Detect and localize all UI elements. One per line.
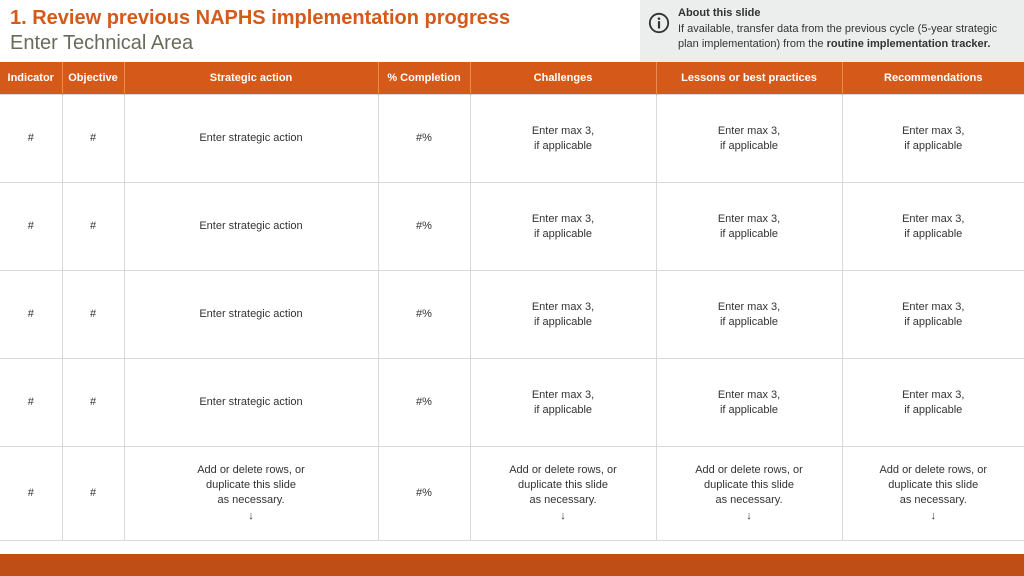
header-row: 1. Review previous NAPHS implementation … xyxy=(0,0,1024,62)
table-row: ##Add or delete rows, orduplicate this s… xyxy=(0,447,1024,541)
cell-completion[interactable]: #% xyxy=(378,183,470,271)
header-row-tr: IndicatorObjectiveStrategic action% Comp… xyxy=(0,62,1024,95)
cell-action[interactable]: Enter strategic action xyxy=(124,183,378,271)
cell-lessons[interactable]: Enter max 3,if applicable xyxy=(656,183,842,271)
info-body: If available, transfer data from the pre… xyxy=(678,23,997,50)
cell-indicator[interactable]: # xyxy=(0,359,62,447)
cell-completion[interactable]: #% xyxy=(378,95,470,183)
down-arrow-icon: ↓ xyxy=(847,509,1021,524)
cell-objective[interactable]: # xyxy=(62,183,124,271)
table-head: IndicatorObjectiveStrategic action% Comp… xyxy=(0,62,1024,95)
column-header: Indicator xyxy=(0,62,62,95)
column-header: Challenges xyxy=(470,62,656,95)
down-arrow-icon: ↓ xyxy=(475,509,652,524)
table-row: ##Enter strategic action#%Enter max 3,if… xyxy=(0,183,1024,271)
down-arrow-icon: ↓ xyxy=(661,509,838,524)
cell-recs[interactable]: Enter max 3,if applicable xyxy=(842,359,1024,447)
cell-challenges[interactable]: Enter max 3,if applicable xyxy=(470,359,656,447)
cell-challenges[interactable]: Add or delete rows, orduplicate this sli… xyxy=(470,447,656,541)
cell-completion[interactable]: #% xyxy=(378,271,470,359)
cell-action[interactable]: Enter strategic action xyxy=(124,271,378,359)
cell-objective[interactable]: # xyxy=(62,271,124,359)
cell-action[interactable]: Enter strategic action xyxy=(124,359,378,447)
column-header: Lessons or best practices xyxy=(656,62,842,95)
cell-recs[interactable]: Add or delete rows, orduplicate this sli… xyxy=(842,447,1024,541)
cell-indicator[interactable]: # xyxy=(0,95,62,183)
cell-challenges[interactable]: Enter max 3,if applicable xyxy=(470,95,656,183)
info-box: About this slide If available, transfer … xyxy=(640,0,1024,62)
cell-recs[interactable]: Enter max 3,if applicable xyxy=(842,95,1024,183)
down-arrow-icon: ↓ xyxy=(129,509,374,524)
cell-completion[interactable]: #% xyxy=(378,447,470,541)
column-header: % Completion xyxy=(378,62,470,95)
page-title: 1. Review previous NAPHS implementation … xyxy=(10,6,630,31)
cell-lessons[interactable]: Enter max 3,if applicable xyxy=(656,271,842,359)
info-body-bold: routine implementation tracker. xyxy=(827,38,991,50)
column-header: Objective xyxy=(62,62,124,95)
cell-objective[interactable]: # xyxy=(62,359,124,447)
cell-indicator[interactable]: # xyxy=(0,183,62,271)
progress-table: IndicatorObjectiveStrategic action% Comp… xyxy=(0,62,1024,541)
title-block: 1. Review previous NAPHS implementation … xyxy=(0,0,640,62)
table-row: ##Enter strategic action#%Enter max 3,if… xyxy=(0,95,1024,183)
info-icon xyxy=(648,12,670,34)
cell-lessons[interactable]: Enter max 3,if applicable xyxy=(656,359,842,447)
cell-completion[interactable]: #% xyxy=(378,359,470,447)
table-row: ##Enter strategic action#%Enter max 3,if… xyxy=(0,271,1024,359)
column-header: Recommendations xyxy=(842,62,1024,95)
cell-indicator[interactable]: # xyxy=(0,447,62,541)
page-subtitle[interactable]: Enter Technical Area xyxy=(10,31,630,56)
cell-indicator[interactable]: # xyxy=(0,271,62,359)
cell-lessons[interactable]: Enter max 3,if applicable xyxy=(656,95,842,183)
cell-objective[interactable]: # xyxy=(62,95,124,183)
cell-recs[interactable]: Enter max 3,if applicable xyxy=(842,183,1024,271)
table-body: ##Enter strategic action#%Enter max 3,if… xyxy=(0,95,1024,541)
cell-challenges[interactable]: Enter max 3,if applicable xyxy=(470,271,656,359)
cell-objective[interactable]: # xyxy=(62,447,124,541)
footer-bar xyxy=(0,554,1024,576)
column-header: Strategic action xyxy=(124,62,378,95)
table-row: ##Enter strategic action#%Enter max 3,if… xyxy=(0,359,1024,447)
info-title: About this slide xyxy=(678,6,1014,21)
info-text: About this slide If available, transfer … xyxy=(678,6,1014,52)
cell-action[interactable]: Enter strategic action xyxy=(124,95,378,183)
cell-recs[interactable]: Enter max 3,if applicable xyxy=(842,271,1024,359)
cell-challenges[interactable]: Enter max 3,if applicable xyxy=(470,183,656,271)
cell-lessons[interactable]: Add or delete rows, orduplicate this sli… xyxy=(656,447,842,541)
cell-action[interactable]: Add or delete rows, orduplicate this sli… xyxy=(124,447,378,541)
